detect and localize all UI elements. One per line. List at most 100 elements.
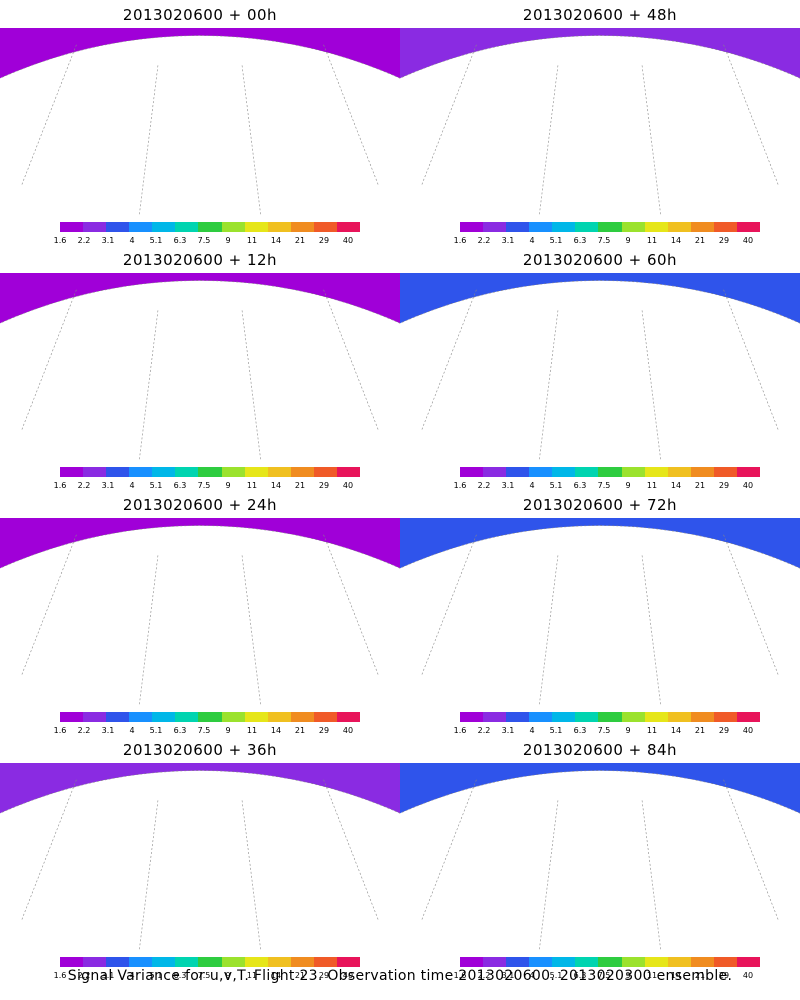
colorbar-swatch [552,467,576,477]
colorbar-label: 2.2 [77,971,91,980]
colorbar-label: 4 [129,726,135,735]
colorbar-swatch [713,467,737,477]
colorbar-label: 40 [342,481,354,490]
colorbar-swatch [221,712,245,722]
coastline [509,292,746,372]
variance-contour [108,833,212,862]
graticule-line [323,534,379,675]
colorbar-label: 21 [694,236,706,245]
low-variance-area [85,183,155,203]
variance-contour [261,855,339,862]
colorbar-label: 4 [129,236,135,245]
colorbar-swatch [106,467,130,477]
colorbar-label: 1.6 [453,726,467,735]
colorbar-label: 40 [742,236,754,245]
colorbar-swatch [575,957,599,967]
colorbar-label: 9 [625,236,631,245]
colorbar-swatch [644,957,668,967]
colorbar-label: 7.5 [197,481,211,490]
coastline [509,782,746,862]
low-variance-area [85,673,155,693]
colorbar-label: 7.5 [197,971,211,980]
graticule-line [139,800,159,950]
variance-contour [605,563,715,613]
colorbar-swatch [129,222,153,232]
colorbar-swatch [621,467,645,477]
forecast-panel: 2013020600 + 60h 1.6 2.2 3.1 4 5.1 6.3 7.5 9 11 14… [400,245,800,490]
graticule-line [723,44,779,185]
variance-contour [654,362,746,372]
low-variance-area [85,428,155,448]
colorbar-swatch [244,467,268,477]
graticule-line [641,310,661,460]
coastline [509,537,746,617]
colorbar-swatch [690,957,714,967]
colorbar-label: 7.5 [197,236,211,245]
colorbar-label: 40 [742,481,754,490]
forecast-panel: 2013020600 + 72h 1.6 2.2 3.1 4 5.1 6.3 7.5 9 11 14… [400,490,800,735]
colorbar-swatch [60,712,84,722]
variance-field [0,518,400,617]
colorbar-swatch [198,222,222,232]
colorbar-label: 3.1 [501,236,515,245]
colorbar-swatch [460,712,484,722]
colorbar-label: 7.5 [597,726,611,735]
graticule-line [241,310,261,460]
forecast-panel: 2013020600 + 00h 1.6 2.2 3.1 4 5.1 6.3 7.5 9 11 14… [0,0,400,245]
variance-map [400,28,800,215]
variance-contour [601,807,719,859]
colorbar-labels: 1.6 2.2 3.1 4 5.1 6.3 7.5 9 11 14 21 29 40 [454,726,760,736]
colorbar-swatch [152,712,176,722]
colorbar-swatch [267,222,291,232]
colorbar-label: 29 [318,726,330,735]
colorbar-label: 40 [342,971,354,980]
variance-field [400,763,800,862]
variance-contour [192,349,248,372]
colorbar-swatch [106,712,130,722]
colorbar-label: 14 [670,236,682,245]
colorbar-swatch [690,222,714,232]
graticule-line [421,289,477,430]
colorbar-swatch [667,467,691,477]
colorbar-label: 7.5 [197,726,211,735]
colorbar-swatch [221,467,245,477]
colorbar-label: 4 [529,481,535,490]
variance-contour [268,124,332,127]
colorbar-label: 2.2 [477,481,491,490]
forecast-panel: 2013020600 + 36h 1.6 2.2 3.1 4 5.1 6.3 7.5 9 11 14… [0,735,400,980]
colorbar-swatch [552,712,576,722]
colorbar [460,712,761,722]
variance-map [400,763,800,950]
colorbar-swatch [290,957,314,967]
variance-contour [657,119,743,127]
variance-contour [137,325,263,372]
colorbar-swatch [460,957,484,967]
variance-contour [113,591,207,617]
colorbar-swatch [336,222,361,232]
variance-contour [572,829,668,862]
colorbar-swatch [60,957,84,967]
variance-field [400,273,800,372]
colorbar-labels: 1.6 2.2 3.1 4 5.1 6.3 7.5 9 11 14 21 29 40 [54,481,360,491]
colorbar-label: 9 [225,481,231,490]
colorbar [460,222,761,232]
colorbar-label: 9 [625,971,631,980]
colorbar-label: 9 [625,481,631,490]
colorbar-swatch [529,712,553,722]
colorbar-swatch [83,712,107,722]
colorbar-swatch [575,222,599,232]
colorbar-label: 4 [129,481,135,490]
low-variance-area [290,803,350,843]
colorbar-label: 11 [246,481,258,490]
colorbar-swatch [198,957,222,967]
colorbar-label: 11 [246,236,258,245]
coastline [109,782,346,862]
variance-contour [268,369,332,372]
variance-contour [85,807,155,839]
colorbar-swatch [552,957,576,967]
colorbar-swatch [313,712,337,722]
colorbar-label: 2.2 [477,236,491,245]
variance-field [400,518,800,617]
variance-contour [225,327,295,359]
colorbar-label: 14 [670,481,682,490]
